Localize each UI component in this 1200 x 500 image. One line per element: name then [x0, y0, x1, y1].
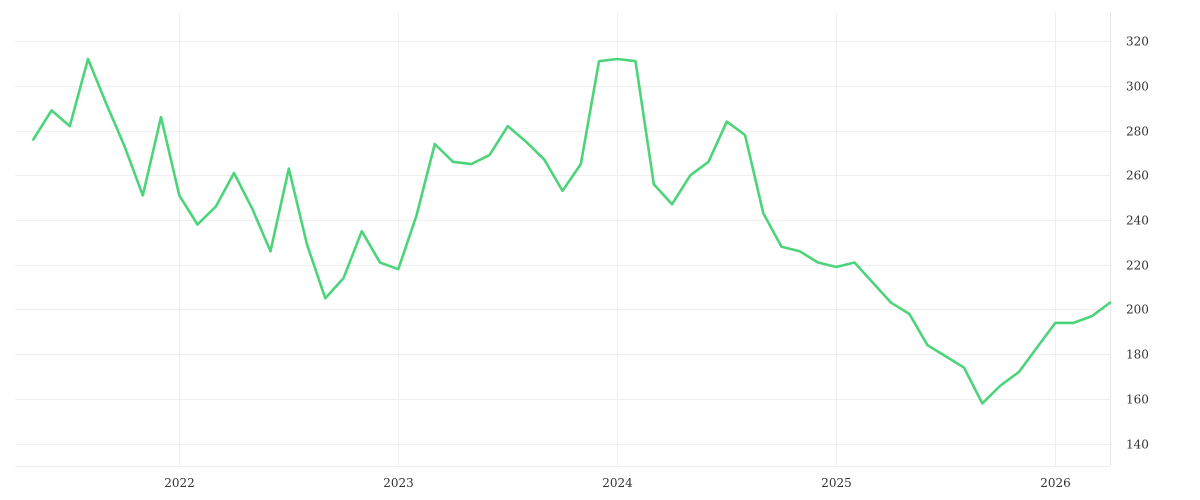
x-tick-label: 2024 — [602, 476, 633, 490]
y-tick-label: 320 — [1126, 35, 1149, 49]
series-line — [31, 57, 1112, 405]
y-tick-label: 200 — [1126, 303, 1149, 317]
x-tick-label: 2023 — [383, 476, 414, 490]
y-tick-label: 160 — [1126, 393, 1149, 407]
y-tick-label: 280 — [1126, 125, 1149, 139]
y-tick-label: 220 — [1126, 259, 1149, 273]
grid — [15, 12, 1110, 467]
x-tick-label: 2026 — [1040, 476, 1071, 490]
y-tick-label: 240 — [1126, 214, 1149, 228]
y-tick-label: 300 — [1126, 80, 1149, 94]
y-tick-label: 140 — [1126, 438, 1149, 452]
x-tick-label: 2025 — [821, 476, 852, 490]
y-tick-label: 260 — [1126, 169, 1149, 183]
x-tick-label: 2022 — [164, 476, 195, 490]
tick-labels: 140 160 180 200 220 240 260 280 300 320 2022 2023 20… — [164, 35, 1149, 491]
series-layer — [31, 57, 1112, 405]
y-tick-label: 180 — [1126, 348, 1149, 362]
